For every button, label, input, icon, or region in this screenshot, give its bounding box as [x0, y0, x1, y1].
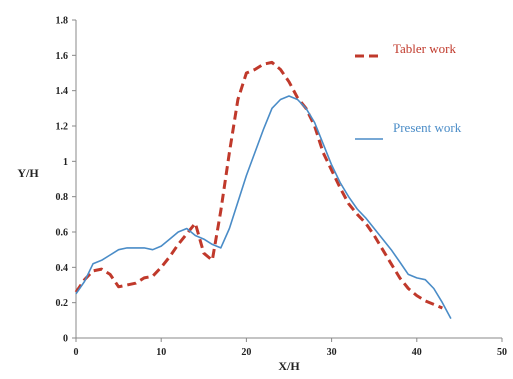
- legend: Tabler work Present work: [355, 41, 462, 140]
- y-tick-label: 1.8: [56, 16, 69, 27]
- series-line-tabler-work: [74, 60, 443, 310]
- series-group: [74, 60, 452, 319]
- y-tick-label: 0.8: [56, 192, 69, 203]
- legend-label-tabler-work: Tabler work: [393, 41, 456, 56]
- x-tick-label: 10: [156, 347, 166, 358]
- x-tick-label: 20: [241, 347, 251, 358]
- y-tick-label: 1.6: [56, 51, 69, 62]
- y-axis-title: Y/H: [17, 166, 39, 180]
- x-tick-label: 0: [74, 347, 79, 358]
- y-tick-label: 0.2: [56, 298, 69, 309]
- legend-label-present-work: Present work: [393, 120, 462, 135]
- series-line-present-work: [75, 95, 452, 319]
- x-tick-label: 30: [327, 347, 337, 358]
- y-tick-label: 0: [63, 334, 68, 345]
- y-tick-label: 0.6: [56, 228, 69, 239]
- y-tick-label: 0.4: [56, 263, 69, 274]
- x-axis-title: X/H: [278, 359, 300, 373]
- y-tick-label: 1: [63, 157, 68, 168]
- x-tick-label: 50: [497, 347, 507, 358]
- y-tick-label: 1.4: [56, 86, 69, 97]
- axes: 0 0.2 0.4 0.6 0.8 1 1.2 1.4 1.6 1.8 0 10 20 30 40 50: [56, 16, 508, 359]
- y-tick-label: 1.2: [56, 122, 69, 133]
- x-tick-label: 40: [412, 347, 422, 358]
